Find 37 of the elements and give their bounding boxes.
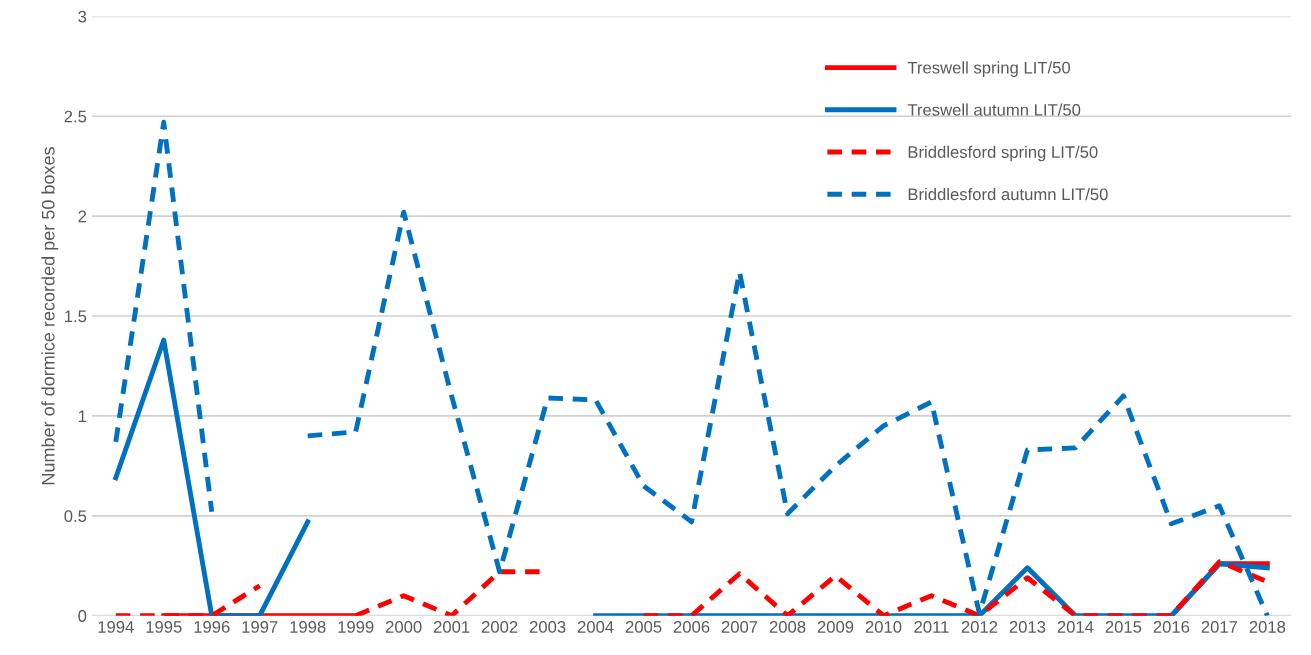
x-tick-label: 1994 (98, 621, 134, 633)
x-tick-label: 2007 (721, 621, 758, 633)
x-tick-label: 2015 (1105, 621, 1142, 633)
x-tick-label: 2018 (1249, 621, 1286, 633)
x-tick-label: 2001 (433, 621, 470, 633)
y-tick-label: 0.5 (64, 510, 87, 523)
x-tick-label: 2012 (961, 621, 998, 633)
x-tick-label: 1996 (194, 621, 230, 633)
legend-label: Treswell autumn LIT/50 (907, 103, 1081, 116)
y-tick-label: 1.5 (65, 310, 87, 323)
x-tick-label: 2014 (1057, 621, 1094, 633)
x-tick-label: 2004 (577, 621, 614, 633)
y-tick-label: 3 (78, 10, 87, 23)
x-tick-label: 2011 (914, 621, 949, 633)
y-tick-label: 0 (78, 610, 87, 622)
x-tick-label: 1999 (338, 621, 374, 633)
y-tick-label: 2.5 (64, 110, 87, 123)
x-tick-label: 2010 (865, 621, 902, 633)
x-tick-label: 1995 (146, 621, 182, 633)
x-tick-label: 2013 (1009, 621, 1046, 633)
legend-label: Briddlesford autumn LIT/50 (908, 187, 1108, 201)
y-axis-title: Number of dormice recorded per 50 boxes (41, 147, 59, 485)
y-tick-label: 1 (78, 410, 87, 422)
x-tick-label: 2008 (769, 621, 806, 633)
x-tick-label: 1998 (290, 621, 326, 633)
x-tick-label: 2003 (529, 621, 566, 633)
x-tick-label: 2009 (817, 621, 854, 633)
x-tick-label: 2005 (625, 621, 662, 633)
x-tick-label: 1997 (242, 621, 278, 633)
x-tick-label: 2002 (481, 621, 518, 633)
legend-label: Briddlesford spring LIT/50 (908, 145, 1098, 162)
y-tick-label: 2 (78, 210, 87, 223)
x-tick-label: 2016 (1153, 621, 1190, 633)
x-tick-label: 2000 (385, 621, 422, 633)
x-tick-label: 2006 (673, 621, 710, 633)
legend-label: Treswell spring LIT/50 (907, 61, 1071, 77)
x-tick-label: 2017 (1201, 621, 1238, 633)
